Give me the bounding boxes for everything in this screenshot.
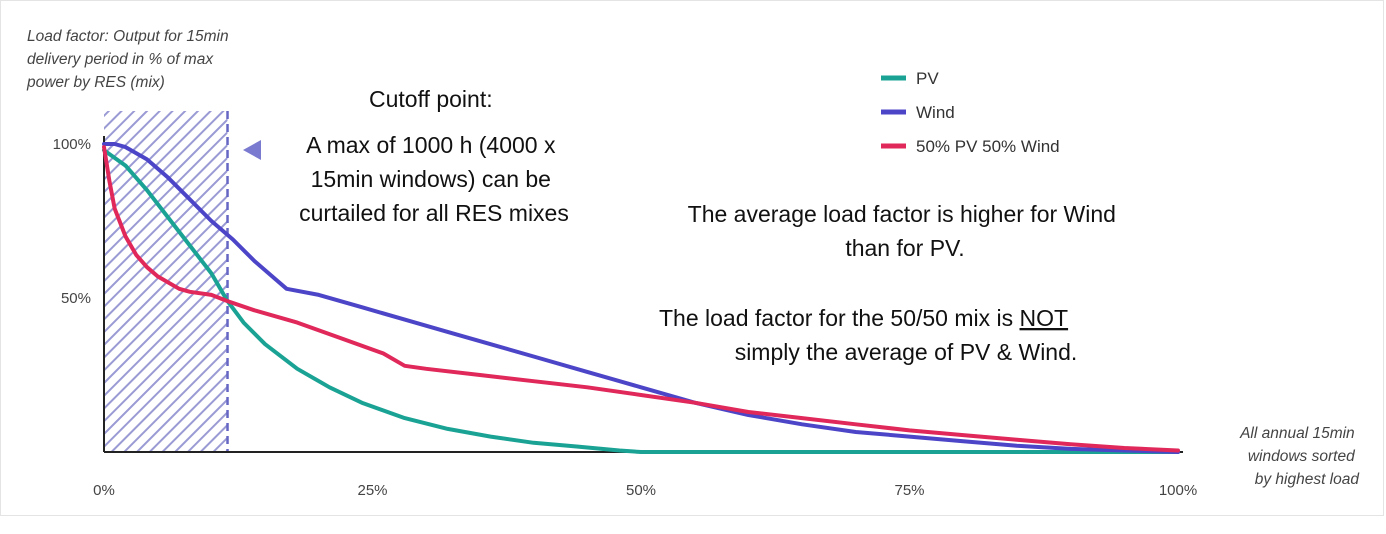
y-tick-label: 50% (61, 290, 91, 307)
chart-frame: Load factor: Output for 15min delivery p… (0, 0, 1384, 516)
x-tick-label: 50% (626, 482, 656, 499)
tick-labels: 0% 25% 50% 75% 100% 100% 50% (53, 136, 1198, 499)
y-axis-label-line-2: delivery period in % of max (27, 51, 214, 68)
cutoff-pointer-icon (243, 140, 261, 160)
legend-label: 50% PV 50% Wind (916, 137, 1060, 156)
load-factor-chart: Load factor: Output for 15min delivery p… (26, 28, 1360, 499)
legend-label: PV (916, 69, 939, 88)
cutoff-text-line-2: 15min windows) can be (311, 166, 551, 192)
note-mix-line-1: The load factor for the 50/50 mix is NOT (659, 305, 1068, 331)
series-lines (102, 142, 1180, 454)
x-tick-label: 25% (357, 482, 387, 499)
y-axis-label-line-1: Load factor: Output for 15min (27, 28, 229, 45)
x-tick-label: 0% (93, 482, 115, 499)
note-mix-not: NOT (1020, 305, 1069, 331)
x-axis-label-line-2: windows sorted (1248, 448, 1356, 465)
x-axis-label-line-1: All annual 15min (1239, 425, 1355, 442)
cutoff-text-line-3: curtailed for all RES mixes (299, 200, 569, 226)
x-axis-label-line-3: by highest load (1255, 471, 1361, 488)
note-mix-text: The load factor for the 50/50 mix is (659, 305, 1020, 331)
y-axis-label-line-3: power by RES (mix) (26, 74, 165, 91)
note-average: The average load factor is higher for Wi… (688, 201, 1123, 261)
cutoff-annotation: Cutoff point: A max of 1000 h (4000 x 15… (299, 86, 569, 226)
cutoff-title: Cutoff point: (369, 86, 493, 112)
legend-label: Wind (916, 103, 955, 122)
x-tick-label: 75% (894, 482, 924, 499)
note-average-line-2: than for PV. (845, 235, 964, 261)
note-average-line-1: The average load factor is higher for Wi… (688, 201, 1116, 227)
series-line-3 (102, 145, 1180, 453)
series-line-2 (102, 142, 1180, 454)
x-axis-label: All annual 15min windows sorted by highe… (1239, 425, 1360, 488)
y-axis-label: Load factor: Output for 15min delivery p… (26, 28, 233, 91)
legend: PV Wind 50% PV 50% Wind (881, 69, 1060, 156)
cutoff-text-line-1: A max of 1000 h (4000 x (306, 132, 556, 158)
note-mix-line-2: simply the average of PV & Wind. (735, 339, 1078, 365)
x-tick-label: 100% (1159, 482, 1197, 499)
y-tick-label: 100% (53, 136, 91, 153)
series-line-1 (102, 148, 1180, 454)
